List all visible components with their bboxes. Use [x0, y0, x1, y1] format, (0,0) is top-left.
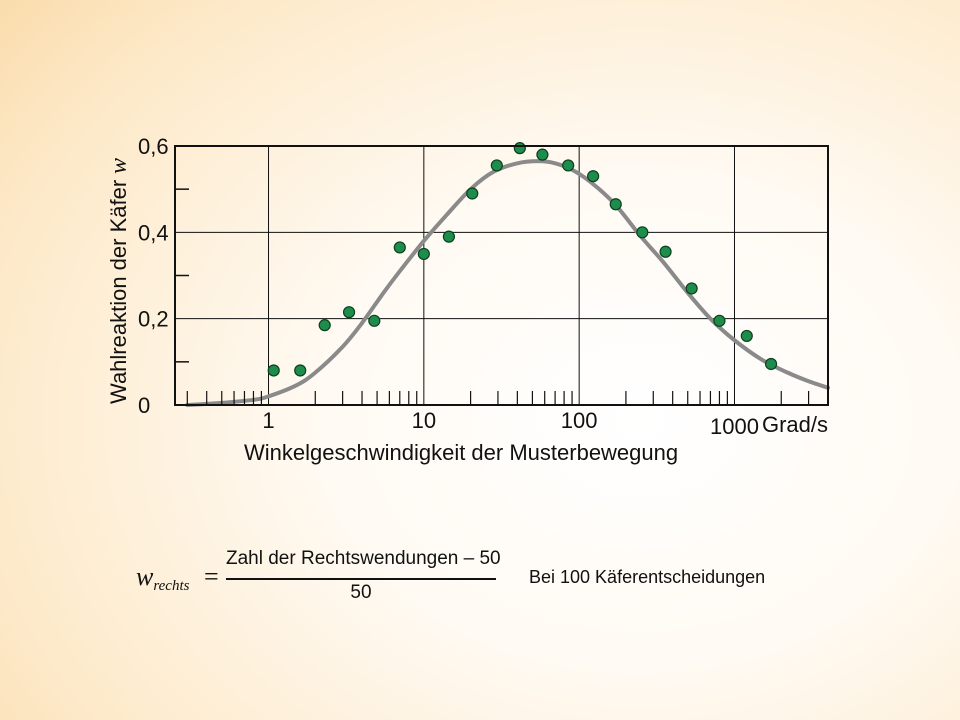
y-tick-label: 0,2 — [138, 307, 169, 332]
data-point — [636, 226, 649, 239]
data-point — [536, 148, 549, 161]
x-axis-label: Winkelgeschwindigkeit der Musterbewegung — [244, 440, 678, 465]
y-tick-label: 0 — [138, 393, 150, 418]
data-point — [318, 319, 331, 332]
y-tick-label: 0,4 — [138, 220, 169, 245]
formula-lhs: wrechts — [136, 562, 189, 595]
y-axis-symbol: w — [106, 158, 132, 174]
x-unit-label: Grad/s — [762, 412, 828, 437]
formula-denominator: 50 — [350, 582, 372, 603]
x-tick-label: 100 — [561, 408, 598, 433]
x-tick-label: 1000 — [710, 414, 759, 439]
x-tick-label: 10 — [412, 408, 436, 433]
data-point — [393, 241, 406, 254]
data-point — [368, 314, 381, 327]
data-point — [417, 247, 430, 261]
formula-equals: = — [204, 562, 219, 591]
data-point — [713, 314, 726, 327]
data-point — [685, 282, 698, 295]
data-point — [659, 245, 672, 258]
sample-size-note: Bei 100 Käferentscheidungen — [529, 567, 766, 587]
data-point — [466, 187, 479, 200]
axes — [174, 145, 829, 406]
data-point — [342, 306, 356, 319]
data-points — [267, 142, 778, 377]
data-point — [609, 198, 622, 211]
data-point — [294, 364, 307, 377]
x-tick-label: 1 — [262, 408, 274, 433]
formula-numerator: Zahl der Rechtswendungen – 50 — [226, 548, 501, 569]
data-point — [740, 329, 753, 343]
data-point — [764, 357, 778, 371]
fit-curve — [185, 159, 830, 407]
data-point — [513, 142, 526, 155]
y-tick-label: 0,6 — [138, 134, 169, 159]
data-point — [562, 159, 575, 172]
y-axis-label: Wahlreaktion der Käfer — [106, 180, 131, 404]
fraction-bar — [226, 578, 496, 580]
formula-symbol: w — [136, 562, 154, 591]
fit-curve-layer — [185, 159, 830, 407]
tick-labels: 0 0,2 0,4 0,6 1 10 100 1000 Grad/s — [138, 134, 828, 439]
data-point — [442, 230, 456, 243]
formula-subscript: rechts — [153, 578, 190, 594]
data-point — [490, 159, 503, 172]
data-point — [267, 364, 280, 377]
data-point — [587, 170, 600, 183]
